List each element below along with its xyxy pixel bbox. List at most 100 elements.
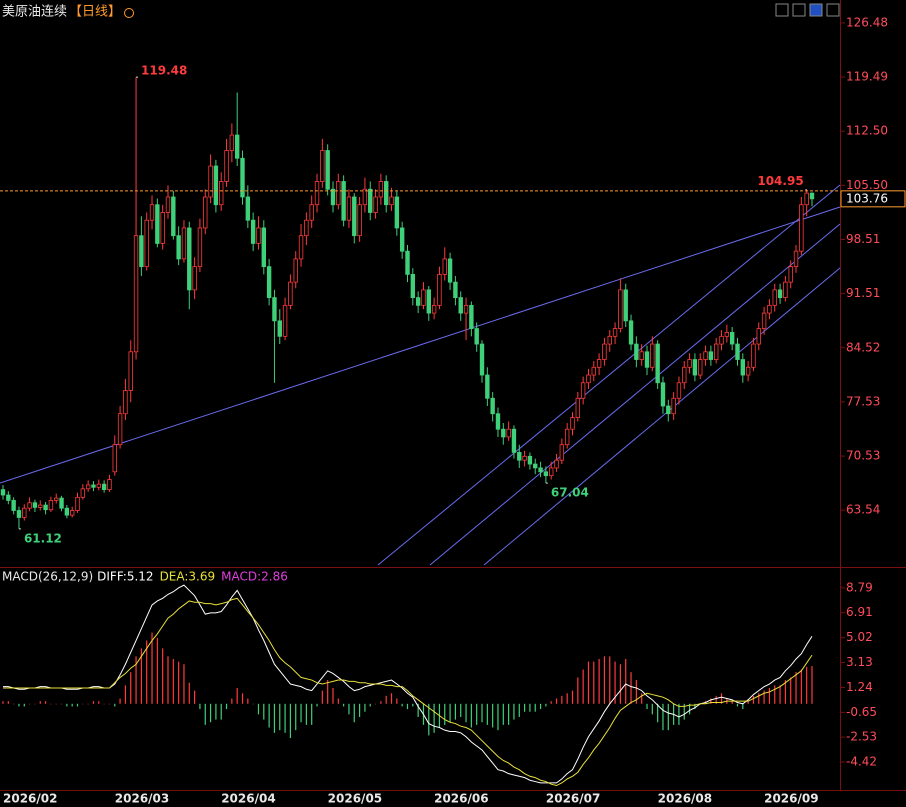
candle-body: [149, 204, 155, 221]
macd-bar: [257, 703, 260, 715]
candle-body: [777, 289, 783, 299]
candle-body: [490, 397, 495, 415]
candle-body: [729, 332, 735, 345]
macd-bar: [2, 701, 4, 704]
candle-body: [187, 227, 192, 291]
x-tick-label: 2026/06: [434, 792, 488, 806]
macd-bar: [114, 703, 116, 707]
candle-body: [192, 266, 197, 291]
candle-body: [511, 428, 517, 453]
candle-body: [234, 134, 240, 159]
macd-bar: [284, 703, 286, 733]
y-tick-label: 3.13: [846, 655, 873, 669]
candle-body: [399, 227, 405, 252]
macd-bar: [587, 661, 590, 704]
candle-body: [623, 289, 628, 322]
candle-body: [735, 343, 740, 360]
y-tick-label: 5.02: [846, 630, 873, 644]
candle-body: [442, 258, 447, 275]
macd-bar: [502, 703, 504, 725]
candle-body: [107, 479, 112, 491]
candle-body: [69, 510, 75, 516]
candle-body: [181, 227, 187, 260]
macd-bar: [518, 703, 520, 717]
last-price-box: [840, 190, 906, 208]
candle-body: [533, 463, 538, 469]
price-annotation: 67.04: [551, 486, 589, 500]
macd-bar: [465, 703, 467, 723]
candle-body: [570, 417, 575, 430]
macd-bar: [561, 695, 563, 704]
macd-bar: [162, 648, 164, 704]
candle-body: [761, 312, 767, 329]
macd-bar: [374, 703, 377, 705]
candle-body: [740, 359, 746, 376]
candle-body: [298, 235, 304, 260]
macd-bar: [390, 693, 393, 704]
candle-body: [421, 289, 426, 306]
candle-body: [634, 343, 639, 360]
macd-bar: [694, 703, 696, 710]
macd-bar: [305, 703, 307, 725]
candle-body: [117, 413, 123, 446]
macd-bar: [119, 698, 121, 704]
candle-body: [261, 227, 266, 268]
candle-body: [799, 204, 804, 252]
macd-bar: [752, 695, 755, 704]
candle-body: [208, 165, 213, 198]
macd-bar: [539, 703, 542, 710]
macd-bar: [790, 677, 792, 704]
candle-body: [144, 219, 149, 268]
macd-bar: [566, 693, 568, 704]
macd-line: [3, 597, 813, 787]
candle-body: [474, 328, 479, 345]
channel-line: [483, 267, 841, 566]
tool-button[interactable]: [775, 3, 789, 17]
macd-bar: [662, 703, 664, 731]
tool-button[interactable]: [826, 3, 840, 17]
macd-bar: [428, 703, 430, 736]
macd-bar: [34, 703, 36, 705]
trend-lines: [0, 184, 841, 566]
macd-bar: [593, 661, 595, 704]
macd-bar: [625, 658, 627, 704]
tool-button[interactable]: [792, 3, 806, 17]
macd-bar: [571, 690, 574, 704]
candle-body: [112, 444, 117, 473]
candle-body: [538, 467, 543, 473]
candle-body: [320, 150, 325, 182]
macd-bar: [209, 703, 212, 723]
macd-bar: [470, 703, 472, 728]
x-tick-label: 2026/05: [328, 792, 382, 806]
macd-bar: [98, 701, 100, 704]
macd-bar: [178, 661, 180, 704]
macd-bar: [651, 703, 653, 715]
y-tick-label: -4.42: [846, 755, 877, 769]
candle-body: [219, 181, 224, 206]
macd-bar: [806, 666, 808, 704]
macd-bar: [55, 703, 57, 705]
macd-bar: [135, 656, 137, 704]
candle-body: [506, 428, 511, 438]
macd-bar: [444, 703, 446, 725]
candle-body: [453, 281, 458, 299]
macd-bar: [108, 703, 111, 705]
macd-bar: [369, 703, 371, 707]
candle-body: [405, 250, 410, 275]
tool-button[interactable]: [809, 3, 823, 17]
candle-body: [293, 258, 298, 283]
macd-bar: [268, 703, 270, 728]
candle-body: [719, 335, 724, 345]
macd-bar: [13, 703, 15, 705]
candle-body: [27, 502, 32, 509]
macd-bar: [348, 703, 350, 715]
candle-body: [559, 444, 565, 461]
candle-body: [32, 502, 38, 508]
macd-bar: [44, 701, 47, 704]
macd-bar: [614, 661, 616, 704]
candle-body: [687, 359, 692, 368]
collapse-icon[interactable]: [124, 8, 135, 18]
macd-bar: [279, 703, 281, 731]
macd-bar: [247, 698, 249, 704]
candle-body: [458, 297, 463, 314]
